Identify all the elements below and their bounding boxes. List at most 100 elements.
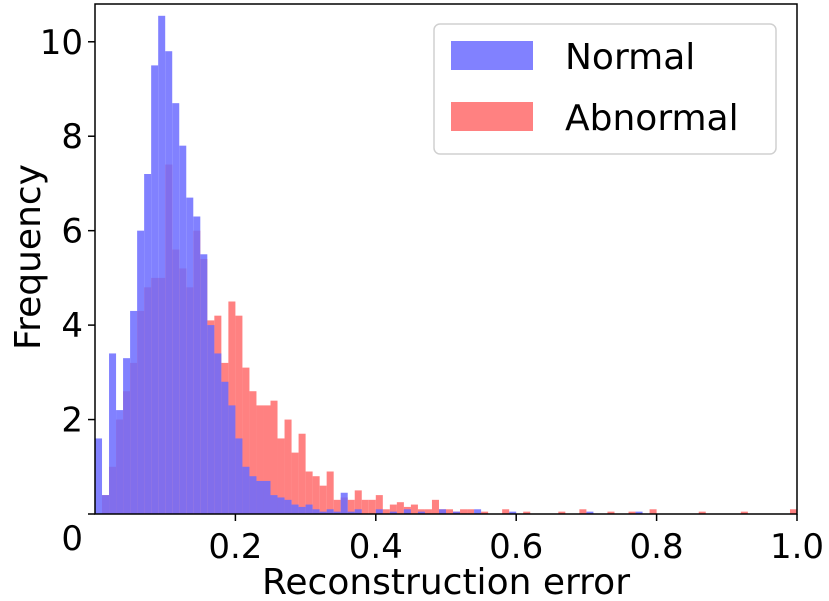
abnormal-bar (481, 511, 489, 514)
abnormal-bar (347, 499, 355, 514)
normal-bar (438, 509, 446, 514)
abnormal-bar (242, 367, 250, 514)
normal-bar (95, 438, 103, 514)
abnormal-bar (410, 504, 418, 514)
abnormal-bar (319, 485, 327, 514)
abnormal-bar (263, 405, 271, 514)
abnormal-bar (291, 452, 299, 514)
normal-bar (305, 504, 313, 514)
abnormal-bar (375, 495, 383, 514)
abnormal-bar (389, 504, 397, 514)
abnormal-bar (312, 476, 320, 514)
normal-bar (298, 506, 306, 514)
normal-bar (102, 495, 110, 514)
abnormal-bar (298, 433, 306, 514)
normal-bar (109, 353, 117, 514)
normal-bar (333, 511, 341, 514)
abnormal-bar (523, 511, 531, 514)
normal-bar (214, 353, 222, 514)
abnormal-bar (579, 509, 587, 514)
abnormal-bar (446, 509, 454, 514)
y-tick-label: 4 (61, 306, 83, 346)
normal-bar (193, 216, 201, 514)
abnormal-bar (649, 509, 657, 514)
normal-bar (417, 511, 425, 514)
normal-bar (403, 509, 411, 514)
normal-bar (389, 511, 397, 514)
x-axis-ticks: 0.2 0.4 0.6 0.8 1.0 (208, 514, 824, 567)
normal-bar (116, 410, 124, 514)
normal-bar (123, 358, 131, 514)
normal-bar (509, 511, 517, 514)
normal-bar (151, 65, 159, 514)
x-tick-label: 0.4 (349, 527, 403, 567)
x-tick-label: 0.2 (208, 527, 262, 567)
y-tick-label: 10 (40, 23, 83, 63)
normal-bar (242, 466, 250, 514)
normal-bar (130, 310, 138, 514)
abnormal-bar (361, 499, 369, 514)
normal-bar (137, 230, 145, 515)
normal-bar (586, 511, 594, 514)
y-axis-label: Frequency (8, 164, 49, 350)
abnormal-bar (467, 509, 475, 514)
normal-bar (354, 509, 362, 514)
abnormal-bar (277, 438, 285, 514)
abnormal-bar (270, 400, 278, 514)
normal-bar (270, 495, 278, 514)
x-tick-label: 0.6 (489, 527, 543, 567)
normal-bar (186, 197, 194, 515)
legend: Normal Abnormal (433, 23, 777, 155)
normal-bar (179, 145, 187, 515)
normal-bar (165, 51, 173, 514)
abnormal-bar (789, 509, 797, 514)
plot-area-frame (94, 3, 798, 515)
normal-bar (375, 509, 383, 514)
normal-bar (453, 511, 461, 514)
normal-bar (474, 509, 482, 514)
x-tick-label: 1.0 (770, 527, 824, 567)
abnormal-bar (333, 499, 341, 514)
normal-bar (235, 438, 243, 514)
abnormal-bar (368, 499, 376, 514)
normal-bar (347, 511, 355, 514)
normal-bar (340, 492, 348, 514)
y-tick-label: 2 (61, 401, 83, 441)
abnormal-bar (502, 509, 510, 514)
normal-bar (249, 476, 257, 514)
y-axis-ticks: 0 2 4 6 8 10 (40, 23, 95, 559)
normal-bar (263, 480, 271, 514)
abnormal-bar (249, 391, 257, 514)
abnormal-bar (424, 509, 432, 514)
legend-label-normal: Normal (565, 37, 695, 78)
y-tick-label: 0 (61, 519, 83, 559)
abnormal-bar (607, 511, 615, 514)
abnormal-bar (382, 509, 390, 514)
abnormal-bar (431, 499, 439, 514)
normal-bar (228, 405, 236, 514)
normal-series-bars (95, 15, 643, 515)
normal-bar (256, 480, 264, 514)
abnormal-bar (396, 502, 404, 514)
normal-bar (312, 509, 320, 514)
abnormal-bar (235, 315, 243, 514)
y-tick-label: 6 (61, 212, 83, 252)
normal-bar (207, 325, 215, 514)
y-tick-label: 8 (61, 117, 83, 157)
abnormal-bar (256, 405, 264, 514)
normal-bar (319, 511, 327, 514)
x-axis-label: Reconstruction error (262, 562, 630, 601)
legend-label-abnormal: Abnormal (565, 98, 739, 139)
normal-bar (158, 15, 166, 515)
normal-bar (144, 174, 152, 514)
normal-bar (635, 511, 643, 514)
normal-bar (200, 254, 208, 514)
legend-swatch-normal (451, 41, 533, 70)
normal-bar (284, 499, 292, 514)
normal-bar (277, 497, 285, 514)
x-tick-label: 0.8 (630, 527, 684, 567)
normal-bar (172, 103, 180, 515)
abnormal-bar (740, 511, 748, 514)
abnormal-bar (284, 419, 292, 514)
